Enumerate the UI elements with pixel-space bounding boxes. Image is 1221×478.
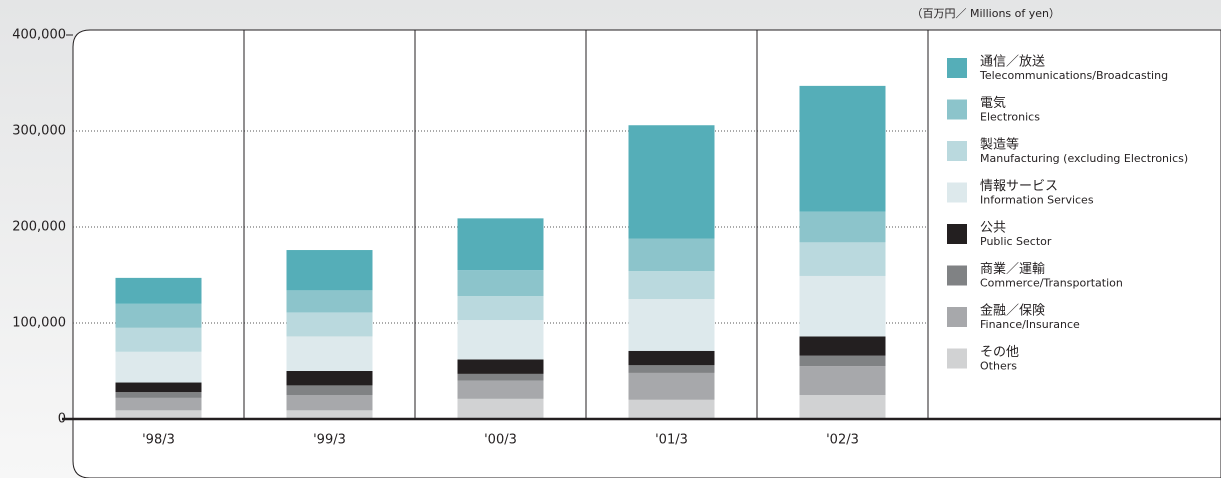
bar-segment: [286, 410, 373, 419]
bar-segment: [628, 365, 715, 373]
bar-segment: [115, 410, 202, 419]
bar-segment: [115, 397, 202, 411]
bar-segment: [628, 399, 715, 419]
legend-label: 電気: [980, 95, 1006, 111]
bar-segment: [286, 336, 373, 371]
legend-label-en: Information Services: [980, 194, 1094, 207]
x-tick-label: '98/3: [142, 433, 175, 448]
bar-segment: [286, 385, 373, 395]
bar-segment: [628, 372, 715, 400]
bar-segment: [457, 270, 544, 297]
legend-label-en: Commerce/Transportation: [980, 277, 1123, 290]
bar-segment: [628, 271, 715, 299]
bar-segment: [799, 366, 886, 395]
legend-label: 情報サービス: [980, 179, 1058, 194]
bar-segment: [286, 290, 373, 313]
bar-segment: [457, 359, 544, 374]
bar-segment: [457, 218, 544, 271]
bar-segment: [115, 277, 202, 304]
bar-segment: [799, 85, 886, 212]
bar-segment: [799, 242, 886, 276]
bar-segment: [457, 398, 544, 419]
bar-segment: [799, 336, 886, 356]
bar-segment: [799, 355, 886, 367]
bar-segment: [799, 211, 886, 243]
bar-segment: [115, 303, 202, 328]
bar-segment: [286, 371, 373, 386]
bar-segment: [286, 312, 373, 337]
y-tick-label: 100,000: [12, 316, 66, 331]
bar-segment: [799, 395, 886, 419]
bar-segment: [628, 350, 715, 366]
y-tick-label: 0: [58, 412, 66, 427]
legend-swatch: [947, 307, 967, 327]
legend-swatch: [947, 141, 967, 161]
bar-segment: [457, 296, 544, 321]
legend-label-en: Public Sector: [980, 235, 1052, 248]
bar-segment: [457, 320, 544, 360]
legend-label: その他: [980, 345, 1019, 360]
legend-label-en: Telecommunications/Broadcasting: [979, 69, 1168, 82]
legend-swatch: [947, 224, 967, 244]
legend-swatch: [947, 182, 967, 203]
legend-label: 公共: [980, 221, 1006, 236]
x-tick-label: '02/3: [826, 433, 859, 448]
unit-label: （百万円／ Millions of yen）: [912, 7, 1061, 20]
legend-swatch: [947, 58, 967, 78]
legend-label: 金融／保険: [980, 303, 1045, 319]
legend-label: 製造等: [980, 137, 1019, 153]
bar-segment: [628, 125, 715, 239]
y-tick-label: 200,000: [12, 220, 66, 235]
bar-segment: [115, 351, 202, 383]
bar-segment: [115, 392, 202, 398]
x-tick-label: '99/3: [313, 433, 346, 448]
bar-segment: [115, 327, 202, 352]
bar-segment: [628, 238, 715, 272]
legend-swatch: [947, 99, 967, 120]
bar-segment: [457, 373, 544, 381]
bar-segment: [286, 250, 373, 291]
legend-swatch: [947, 265, 967, 286]
legend-label-en: Finance/Insurance: [980, 318, 1080, 331]
bar-segment: [457, 380, 544, 399]
bar-segment: [799, 275, 886, 337]
legend-label: 商業／運輸: [980, 261, 1045, 277]
legend-label-en: Others: [980, 360, 1017, 373]
x-tick-label: '00/3: [484, 433, 517, 448]
legend-label: 通信／放送: [980, 55, 1045, 70]
bar-segment: [628, 299, 715, 351]
y-tick-label: 300,000: [12, 124, 66, 139]
x-tick-label: '01/3: [655, 433, 688, 448]
legend-label-en: Electronics: [980, 111, 1040, 124]
legend-label-en: Manufacturing (excluding Electronics): [980, 152, 1188, 165]
bar-segment: [286, 395, 373, 411]
bar-segment: [115, 382, 202, 393]
legend-swatch: [947, 348, 967, 369]
y-tick-label: 400,000: [12, 28, 66, 43]
